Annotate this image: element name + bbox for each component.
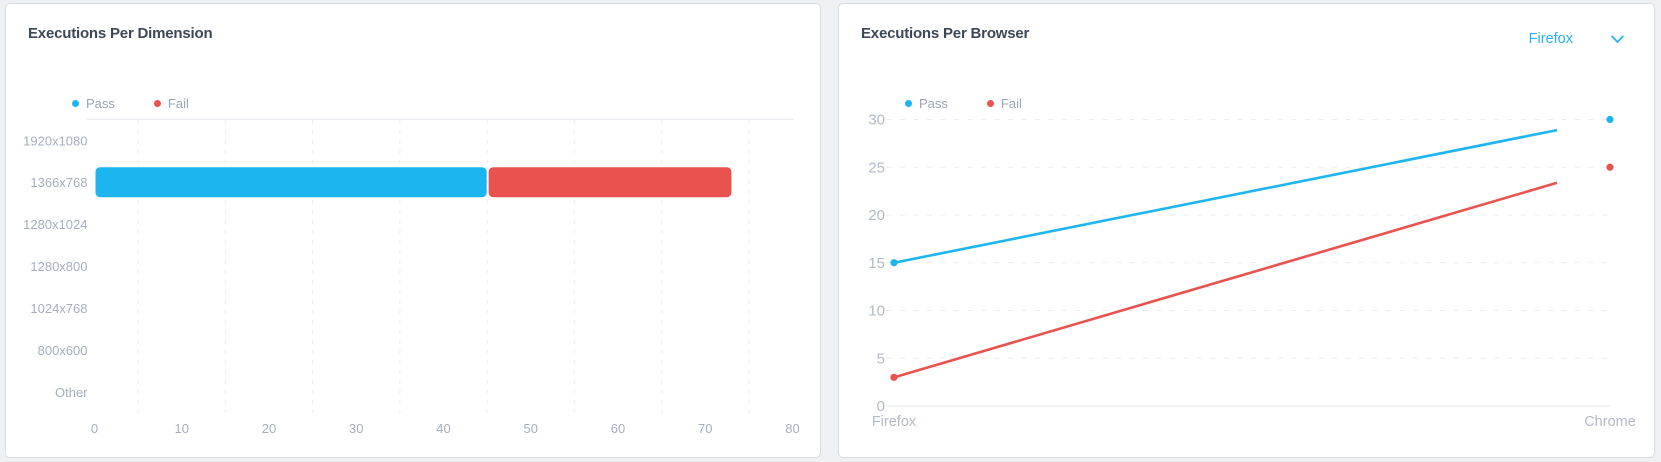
x-tick-label: 40 — [436, 421, 450, 436]
browser-chart-title: Executions Per Browser — [861, 25, 1030, 42]
x-tick-label: 80 — [785, 421, 799, 436]
x-tick-label: 60 — [611, 421, 625, 436]
browser-chart-legend: Pass Fail — [905, 95, 1022, 111]
y-category-label: 1920x1080 — [23, 133, 87, 148]
dimension-chart-legend: Pass Fail — [72, 95, 189, 111]
legend-label-pass: Pass — [86, 95, 115, 111]
chevron-down-icon[interactable] — [1611, 35, 1624, 44]
line-pass — [893, 128, 1558, 265]
executions-per-dimension-card: Executions Per Dimension Pass Fail 1920x1… — [5, 3, 821, 458]
bar-segment-fail-1366x768[interactable] — [488, 167, 732, 198]
legend-item-pass[interactable]: Pass — [72, 96, 115, 111]
x-category-label: Firefox — [872, 414, 917, 430]
point-fail-chrome[interactable] — [1606, 163, 1614, 171]
x-tick-label: 0 — [91, 421, 98, 436]
y-tick-label: 30 — [868, 112, 885, 129]
browser-selector-dropdown[interactable]: Firefox — [1529, 29, 1624, 49]
x-tick-label: 30 — [349, 421, 363, 436]
browser-selector-value[interactable]: Firefox — [1528, 31, 1573, 47]
legend-dot-pass — [905, 99, 912, 107]
legend-item-fail[interactable]: Fail — [153, 95, 189, 111]
y-tick-label: 20 — [868, 207, 885, 224]
y-tick-label: 25 — [868, 159, 885, 176]
browser-line-chart: 0 5 10 15 20 25 30 Firefox Chrome — [868, 112, 1636, 431]
bar-segment-pass-1366x768[interactable] — [95, 167, 487, 198]
x-category-label: Chrome — [1584, 414, 1636, 430]
legend-label-pass: Pass — [919, 95, 948, 111]
y-category-label: 1280x1024 — [23, 217, 87, 232]
y-category-label: 1366x768 — [30, 175, 87, 190]
y-category-label: 1280x800 — [30, 259, 87, 274]
y-category-label: 1024x768 — [30, 301, 87, 316]
legend-dot-pass — [72, 99, 79, 107]
legend-dot-fail — [986, 99, 994, 107]
legend-label-fail: Fail — [167, 95, 189, 111]
x-tick-label: 70 — [698, 421, 712, 436]
x-tick-label: 50 — [524, 421, 538, 436]
y-tick-label: 0 — [877, 398, 885, 415]
point-pass-chrome[interactable] — [1606, 115, 1614, 124]
executions-per-browser-card: Executions Per Browser Firefox Pass Fail … — [838, 3, 1655, 458]
y-tick-label: 10 — [868, 303, 885, 320]
dimension-bar-chart: 1920x1080 1366x768 1280x1024 1280x800 1024x7… — [23, 118, 800, 436]
y-category-label: 800x600 — [38, 343, 88, 358]
legend-item-pass[interactable]: Pass — [905, 96, 948, 111]
legend-dot-fail — [153, 99, 161, 107]
dimension-chart-title: Executions Per Dimension — [28, 25, 213, 42]
x-tick-label: 10 — [175, 421, 189, 436]
y-tick-label: 5 — [877, 350, 885, 367]
line-fail — [893, 181, 1558, 379]
x-tick-label: 20 — [262, 421, 276, 436]
legend-label-fail: Fail — [1000, 95, 1022, 111]
y-category-label: Other — [55, 385, 88, 400]
point-fail-firefox[interactable] — [890, 373, 898, 381]
legend-item-fail[interactable]: Fail — [986, 95, 1022, 111]
y-tick-label: 15 — [868, 255, 885, 272]
point-pass-firefox[interactable] — [890, 259, 898, 267]
